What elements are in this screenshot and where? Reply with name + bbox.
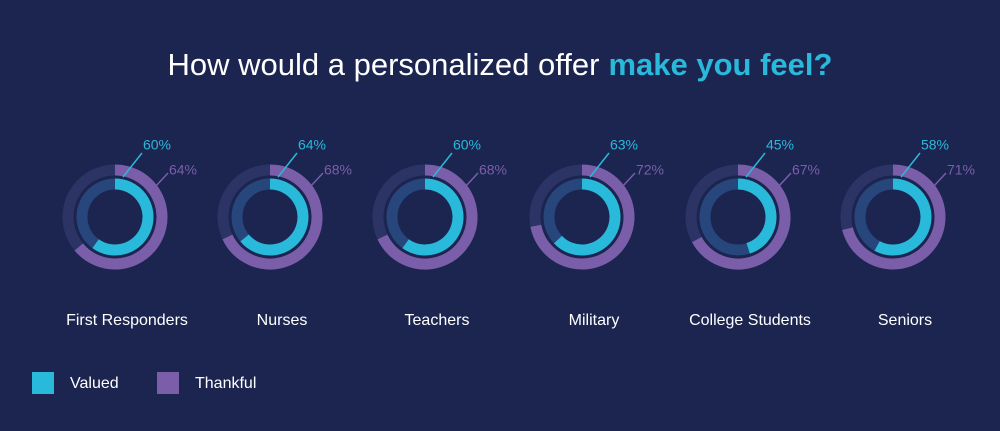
value-label: 72% [636, 162, 664, 178]
leader-line [464, 172, 479, 188]
leader-line [777, 172, 792, 188]
donut-arc [691, 164, 791, 270]
value-label: 64% [169, 162, 197, 178]
donut-arc [92, 178, 154, 256]
value-label: 60% [143, 137, 171, 153]
donut-arc [402, 178, 464, 256]
legend-swatch [32, 372, 54, 394]
donut-arc [240, 178, 309, 256]
donut-arc [377, 164, 478, 270]
chart-title: How would a personalized offer [168, 47, 600, 82]
value-label: 71% [947, 162, 975, 178]
donut-arc [842, 164, 946, 270]
leader-line [154, 172, 169, 188]
donut-arc [74, 164, 168, 270]
category-label: Teachers [405, 312, 470, 329]
value-label: 68% [479, 162, 507, 178]
leader-line [122, 152, 143, 178]
leader-line [309, 172, 324, 188]
leader-line [432, 152, 453, 178]
value-label: 68% [324, 162, 352, 178]
legend-label: Valued [70, 375, 119, 392]
leader-line [589, 152, 610, 178]
leader-line [932, 172, 947, 188]
category-label: Military [569, 312, 620, 329]
chart-title-emphasis: make you feel? [608, 47, 832, 82]
value-label: 60% [453, 137, 481, 153]
category-label: Seniors [878, 312, 932, 329]
leader-line [277, 152, 298, 178]
donut-arc [874, 178, 932, 256]
value-label: 64% [298, 137, 326, 153]
category-label: First Responders [66, 312, 188, 329]
legend-swatch [157, 372, 179, 394]
chart-title-group: How would a personalized offer make you f… [168, 47, 833, 82]
donut-arc [737, 178, 777, 254]
donut-arc [553, 178, 621, 256]
value-label: 67% [792, 162, 820, 178]
value-label: 63% [610, 137, 638, 153]
value-label: 58% [921, 137, 949, 153]
value-label: 45% [766, 137, 794, 153]
leader-line [900, 152, 921, 178]
category-label: Nurses [257, 312, 308, 329]
category-label: College Students [689, 312, 811, 329]
donut-arc [222, 164, 323, 270]
donut-arc [530, 164, 635, 270]
leader-line [745, 152, 766, 178]
legend-label: Thankful [195, 375, 256, 392]
leader-line [621, 172, 636, 188]
